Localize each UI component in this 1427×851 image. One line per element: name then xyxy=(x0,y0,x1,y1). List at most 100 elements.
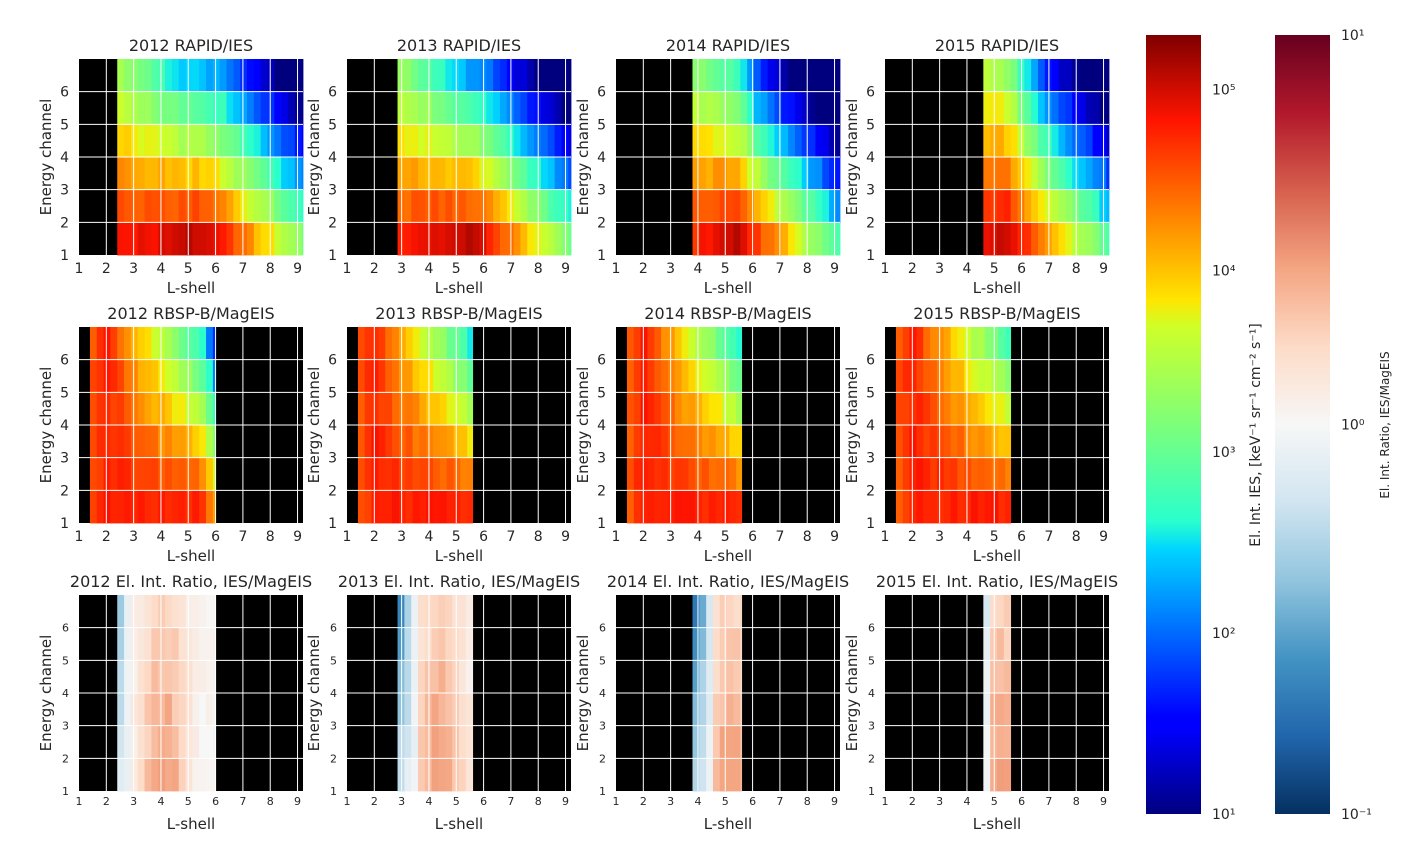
heatmap-cell xyxy=(774,222,782,256)
x-tick-label: 7 xyxy=(506,261,515,277)
heatmap-cell xyxy=(936,392,945,426)
heatmap-cell xyxy=(726,124,734,158)
heatmap-cell xyxy=(740,91,748,125)
heatmap-cell xyxy=(185,595,193,629)
heatmap-cell xyxy=(706,59,714,93)
heatmap-cell xyxy=(729,457,737,491)
heatmap-cell xyxy=(719,124,728,158)
heatmap-cell xyxy=(206,124,214,158)
heatmap-cell xyxy=(378,392,386,426)
heatmap-cell xyxy=(137,91,145,125)
heatmap-cell xyxy=(486,157,494,191)
x-axis-label: L-shell xyxy=(973,279,1021,297)
heatmap-cell xyxy=(185,359,193,393)
heatmap-cell xyxy=(719,59,728,93)
panel-title: 2013 RBSP-B/MagEIS xyxy=(375,304,542,323)
heatmap-cell xyxy=(964,392,972,426)
heatmap-cell xyxy=(178,189,186,223)
heatmap-cell xyxy=(1106,189,1110,223)
y-tick-label: 4 xyxy=(599,687,606,700)
x-tick-label: 2 xyxy=(102,261,111,277)
heatmap-cell xyxy=(404,157,412,191)
heatmap-cell xyxy=(902,392,910,426)
heatmap-cell xyxy=(433,425,441,459)
heatmap-cell xyxy=(392,425,400,459)
heatmap-cell xyxy=(364,327,372,361)
y-tick-label: 2 xyxy=(60,483,69,499)
heatmap-cell xyxy=(729,490,737,524)
heatmap-cell xyxy=(199,457,207,491)
x-tick-label: 3 xyxy=(129,529,138,545)
heatmap-cell xyxy=(726,91,734,125)
heatmap-cell xyxy=(240,189,248,223)
x-tick-label: 6 xyxy=(748,529,757,545)
heatmap-cell xyxy=(130,189,139,223)
heatmap-cell xyxy=(212,359,216,393)
heatmap-cell xyxy=(702,457,710,491)
heatmap-cell xyxy=(89,392,98,426)
heatmap-cell xyxy=(957,327,965,361)
heatmap-cell xyxy=(158,189,166,223)
heatmap-cell xyxy=(465,59,474,93)
y-tick-label: 5 xyxy=(328,385,337,401)
heatmap-cell xyxy=(895,490,904,524)
heatmap-cell xyxy=(446,359,454,393)
heatmap-cell xyxy=(219,59,227,93)
heatmap-cell xyxy=(760,91,769,125)
heatmap-cell xyxy=(930,327,938,361)
y-tick-label: 4 xyxy=(597,418,606,434)
grid xyxy=(616,595,840,791)
heatmap-cell xyxy=(626,490,635,524)
heatmap-cell xyxy=(1085,91,1094,125)
heatmap-cell xyxy=(1003,189,1012,223)
y-tick-label: 2 xyxy=(328,483,337,499)
heatmap-cell xyxy=(540,157,549,191)
heatmap-cell xyxy=(219,91,227,125)
heatmap-cell xyxy=(1051,157,1059,191)
heatmap-cell xyxy=(706,91,714,125)
heatmap-cell xyxy=(699,189,707,223)
heatmap-cell xyxy=(667,457,676,491)
heatmap-cell xyxy=(419,359,427,393)
y-tick-label: 5 xyxy=(328,117,337,133)
y-tick-label: 4 xyxy=(328,418,337,434)
heatmap-cell xyxy=(801,59,809,93)
heatmap-cell xyxy=(385,392,393,426)
heatmap-cell xyxy=(158,725,166,759)
heatmap-cell xyxy=(499,189,508,223)
heatmap-cell xyxy=(185,425,193,459)
heatmap-cell xyxy=(274,189,282,223)
heatmap-cell xyxy=(117,59,125,93)
x-tick-label: 9 xyxy=(831,795,838,808)
heatmap-cell xyxy=(165,425,173,459)
heatmap-cell xyxy=(199,157,207,191)
heatmap-cell xyxy=(357,392,366,426)
heatmap-cell xyxy=(151,124,159,158)
heatmap-cell xyxy=(1003,595,1012,629)
heatmap-cell xyxy=(137,359,145,393)
heatmap-cell xyxy=(124,222,132,256)
heatmap-cell xyxy=(1003,157,1012,191)
heatmap-cell xyxy=(964,327,972,361)
panel: 1 2 3 4 5 6 7 8 9 1 2 3 4 5 6 L-shell Energy channel 2015… xyxy=(843,304,1109,565)
heatmap-cell xyxy=(137,157,145,191)
heatmap-cell xyxy=(431,725,439,759)
heatmap-cell xyxy=(137,595,145,629)
heatmap-cell xyxy=(916,392,924,426)
heatmap-cell xyxy=(822,189,830,223)
heatmap-cell xyxy=(419,425,427,459)
heatmap-cell xyxy=(110,425,118,459)
heatmap-cell xyxy=(753,91,762,125)
heatmap-cell xyxy=(971,425,979,459)
heatmap-cell xyxy=(398,457,407,491)
heatmap-cell xyxy=(226,157,234,191)
heatmap-cell xyxy=(493,189,501,223)
heatmap-cell xyxy=(460,425,468,459)
y-axis-label: Energy channel xyxy=(37,367,55,484)
y-axis-label: Energy channel xyxy=(574,635,592,752)
heatmap-cell xyxy=(520,189,528,223)
heatmap-cell xyxy=(411,693,419,727)
x-tick-label: 6 xyxy=(1017,261,1026,277)
y-axis-label: Energy channel xyxy=(37,99,55,216)
heatmap-cell xyxy=(185,693,193,727)
